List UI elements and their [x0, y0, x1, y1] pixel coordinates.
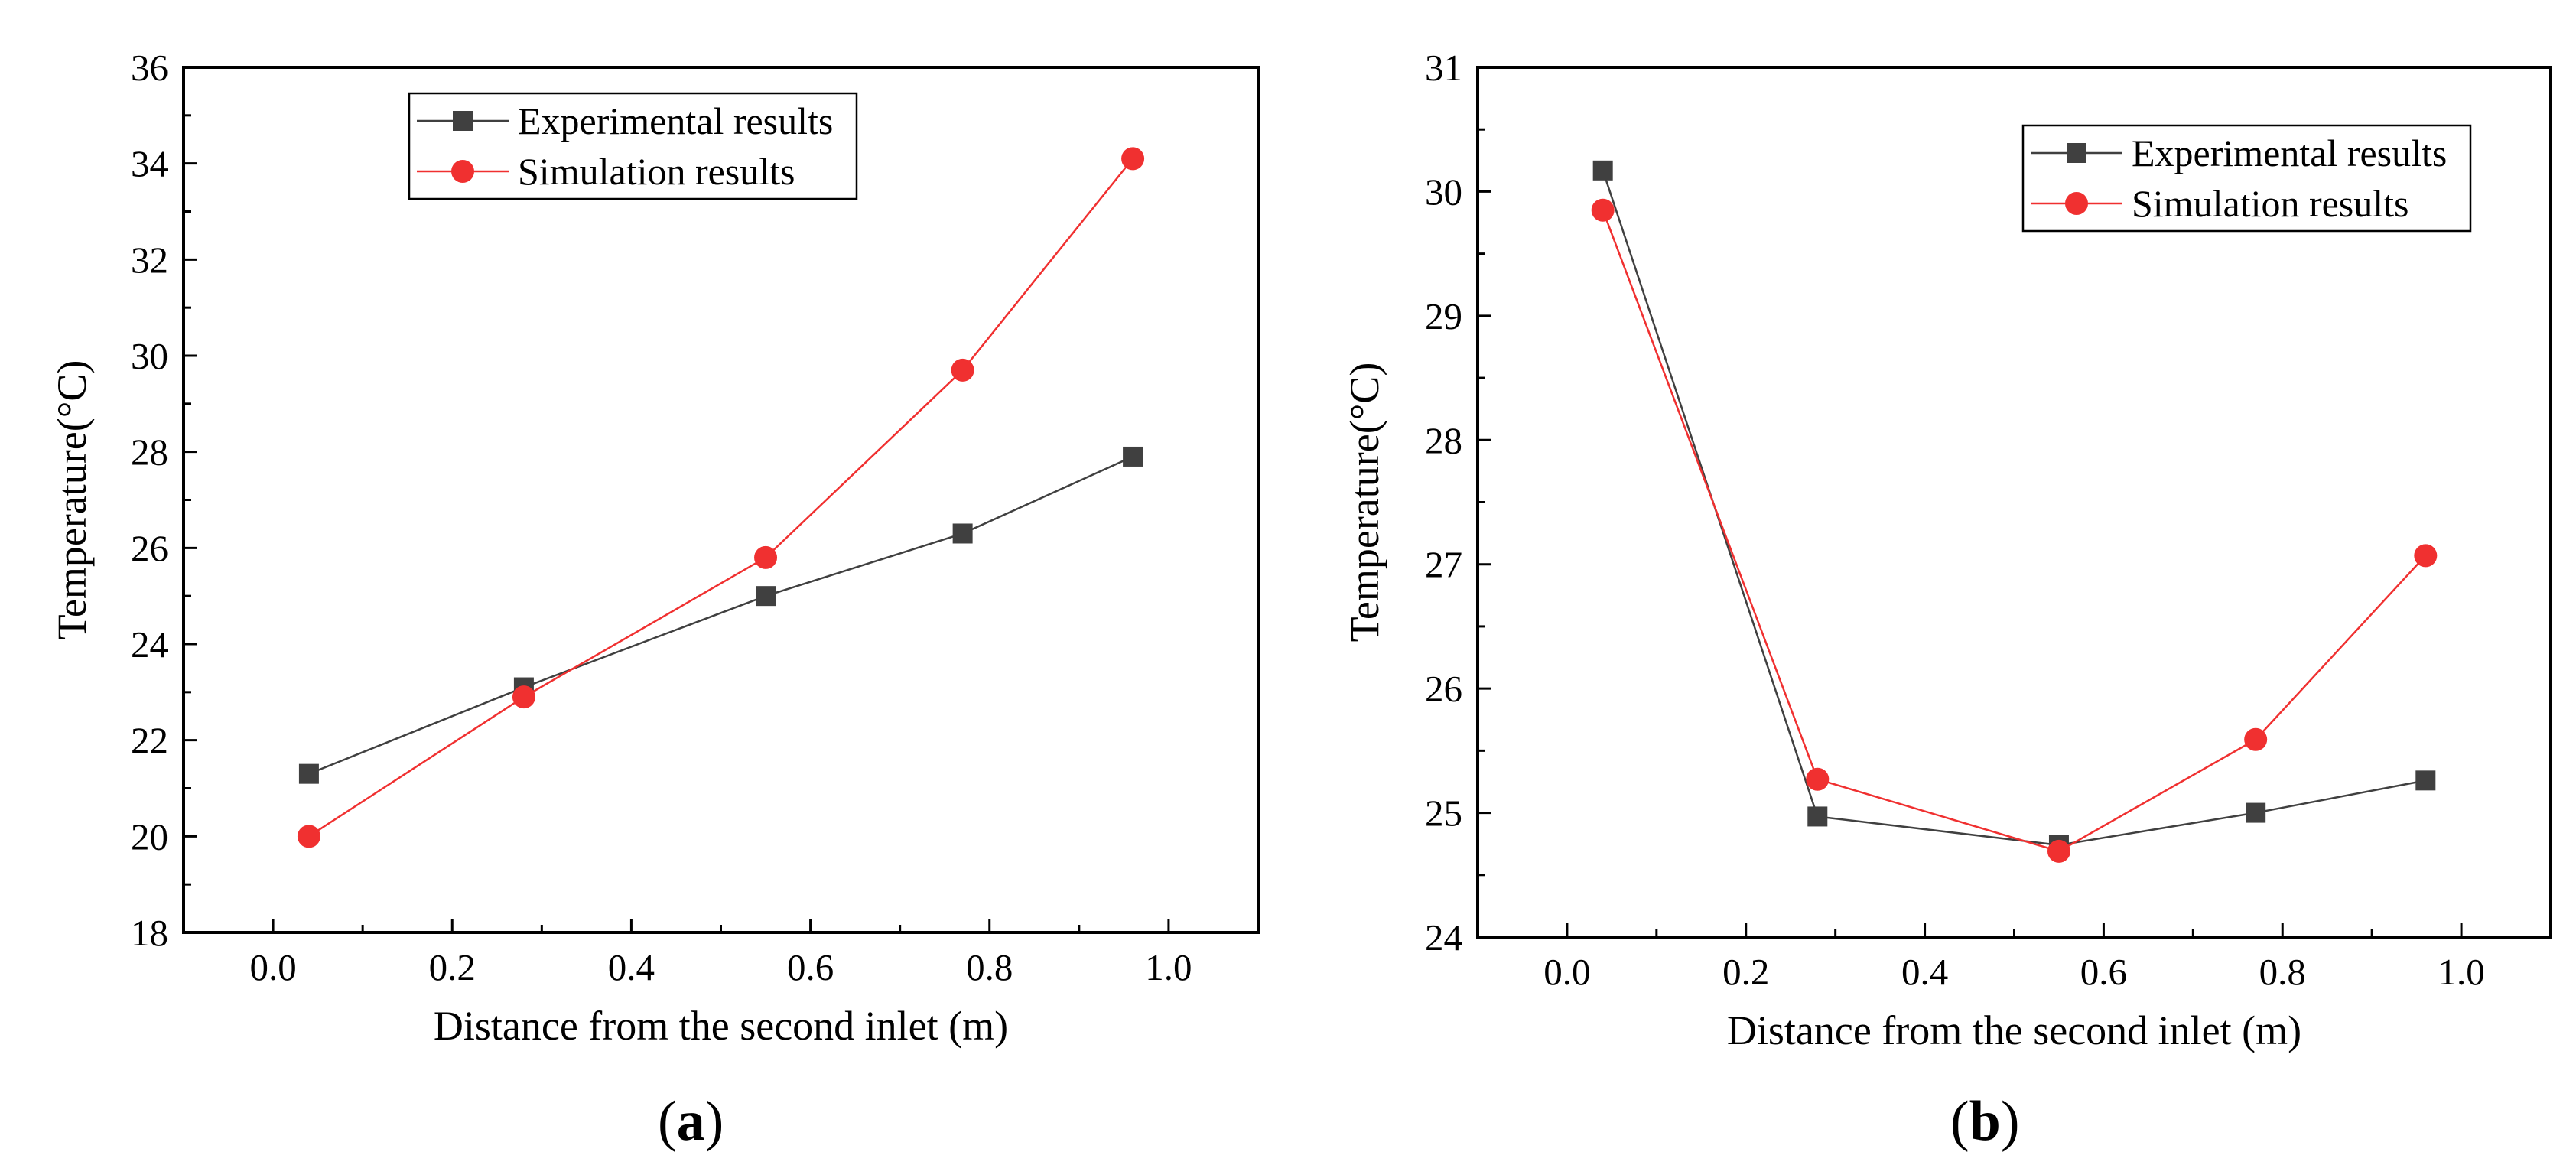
legend-label: Experimental results — [2132, 132, 2447, 174]
panel-label-letter: b — [1969, 1090, 2001, 1153]
x-tick-label: 0.0 — [1543, 951, 1590, 993]
legend-marker-square — [453, 111, 473, 131]
y-tick-label: 24 — [131, 623, 168, 665]
y-tick-label: 20 — [131, 815, 168, 857]
series-line-simulation — [1602, 210, 2427, 853]
data-point-simulation — [512, 685, 535, 709]
x-tick-label: 1.0 — [2438, 951, 2484, 993]
y-tick-label: 24 — [1425, 916, 1462, 958]
x-tick-label: 0.0 — [249, 946, 296, 988]
data-point-experimental — [298, 763, 319, 784]
y-tick-label: 32 — [131, 239, 168, 281]
legend-marker-square — [2067, 143, 2086, 163]
panel-label-close: ) — [705, 1090, 724, 1153]
y-axis-title: Temperature(°C) — [49, 360, 95, 640]
data-point-experimental — [1807, 806, 1828, 827]
x-tick-label: 0.8 — [966, 946, 1013, 988]
y-tick-label: 25 — [1425, 792, 1462, 835]
legend-marker-circle — [2065, 192, 2088, 215]
data-point-experimental — [952, 523, 973, 544]
x-tick-label: 0.2 — [429, 946, 476, 988]
legend: Experimental results Simulation results — [408, 92, 858, 200]
data-point-experimental — [1123, 446, 1143, 467]
x-tick-label: 0.6 — [2080, 951, 2127, 993]
y-axis-title: Temperature(°C) — [1342, 363, 1387, 643]
y-tick-label: 30 — [1425, 171, 1462, 213]
panel-label-open: ( — [1950, 1090, 1969, 1153]
x-axis-title: Distance from the second inlet (m) — [1727, 1007, 2301, 1053]
data-point-simulation — [1806, 767, 1830, 791]
x-tick-label: 0.6 — [787, 946, 834, 988]
y-tick-label: 31 — [1425, 47, 1462, 89]
y-tick-label: 30 — [131, 335, 168, 377]
y-tick-label: 28 — [131, 431, 168, 473]
x-tick-label: 1.0 — [1145, 946, 1192, 988]
legend-label: Simulation results — [2132, 182, 2409, 225]
data-point-simulation — [754, 545, 778, 569]
data-point-simulation — [1121, 147, 1145, 171]
legend-marker-circle — [451, 160, 474, 183]
panel-label-open: ( — [658, 1090, 677, 1153]
x-axis-title: Distance from the second inlet (m) — [434, 1003, 1008, 1049]
data-point-simulation — [2244, 727, 2268, 751]
x-tick-label: 0.4 — [1901, 951, 1948, 993]
y-tick-label: 36 — [131, 47, 168, 89]
y-tick-label: 18 — [131, 912, 168, 954]
panel-label-close: ) — [2001, 1090, 2020, 1153]
y-tick-label: 28 — [1425, 419, 1462, 461]
panel-label-letter: a — [677, 1090, 705, 1153]
data-point-experimental — [756, 586, 776, 607]
data-point-simulation — [2047, 839, 2070, 863]
series-line-experimental — [308, 455, 1134, 775]
chart-b: 0.0 0.2 0.4 0.6 0.8 1.0 24 25 26 27 28 29 30 31 Distan… — [1342, 47, 2552, 1153]
chart-a: 0.0 0.2 0.4 0.6 0.8 1.0 18 20 22 24 26 28 30 32 34 36 Di… — [49, 47, 1260, 1153]
data-point-simulation — [297, 825, 320, 848]
data-point-experimental — [2415, 770, 2436, 791]
y-tick-label: 29 — [1425, 295, 1462, 337]
data-point-experimental — [1592, 160, 1613, 181]
x-tick-label: 0.2 — [1722, 951, 1769, 993]
y-tick-label: 26 — [131, 527, 168, 569]
x-tick-label: 0.8 — [2259, 951, 2306, 993]
y-tick-label: 26 — [1425, 668, 1462, 710]
y-tick-label: 27 — [1425, 544, 1462, 586]
legend-label: Simulation results — [518, 150, 795, 193]
panel-label: (a) — [658, 1090, 724, 1153]
series-line-simulation — [308, 158, 1134, 838]
panel-label: (b) — [1950, 1090, 2019, 1153]
x-tick-label: 0.4 — [608, 946, 655, 988]
data-point-simulation — [2414, 544, 2438, 568]
data-point-simulation — [951, 358, 974, 382]
data-point-experimental — [2246, 802, 2266, 823]
legend-box — [408, 92, 858, 200]
legend-label: Experimental results — [518, 99, 833, 142]
y-tick-label: 22 — [131, 720, 168, 762]
series-line-experimental — [1602, 170, 2426, 847]
y-tick-label: 34 — [131, 143, 168, 185]
legend: Experimental results Simulation results — [2021, 124, 2472, 233]
legend-box — [2021, 124, 2472, 233]
data-point-simulation — [1591, 198, 1615, 222]
